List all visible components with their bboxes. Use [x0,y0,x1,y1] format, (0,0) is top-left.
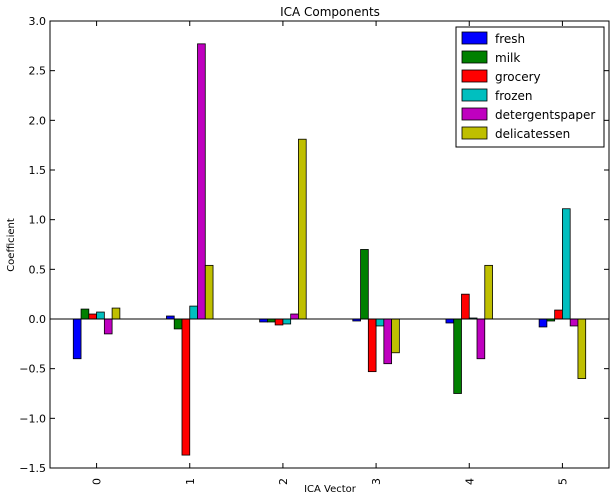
bar-delicatessen-1 [204,264,214,320]
bar-milk-3 [360,249,369,320]
chart-title: ICA Components [280,5,380,19]
bar-frozen-5 [562,208,571,320]
legend-label-milk: milk [495,51,520,65]
bar-grocery-2 [274,318,284,326]
x-tick-label: 0 [91,478,104,485]
legend-swatch-detergentspaper [461,107,488,121]
bar-detergentspaper-2 [290,313,299,320]
y-tick-label: 1.0 [29,214,47,227]
legend-label-fresh: fresh [495,32,525,46]
x-tick-label: 3 [370,478,383,485]
y-tick-label: −1.5 [19,462,46,475]
bar-detergentspaper-5 [569,318,579,327]
plot-frame [49,20,610,469]
bar-fresh-5 [538,318,548,328]
legend-swatch-grocery [461,69,488,83]
y-tick-label: 2.5 [29,65,47,78]
legend-swatch-frozen [461,88,488,102]
y-tick-label: −1.0 [19,412,46,425]
x-tick-label: 4 [463,478,476,485]
bar-detergentspaper-1 [197,43,206,320]
bar-frozen-1 [189,305,198,320]
legend-swatch-milk [461,50,488,64]
bar-milk-0 [80,308,90,320]
bar-fresh-0 [72,318,82,360]
bar-grocery-5 [554,309,563,320]
y-tick-label: 1.5 [29,164,47,177]
y-axis-label: Coefficient [6,218,17,272]
x-tick-label: 5 [556,478,569,485]
legend-label-frozen: frozen [495,89,533,103]
legend-swatch-fresh [461,31,488,45]
legend-label-grocery: grocery [495,70,541,84]
legend-label-detergentspaper: detergentspaper [495,108,595,122]
bar-delicatessen-5 [577,318,587,379]
bar-detergentspaper-0 [103,318,113,335]
bar-delicatessen-4 [484,264,493,320]
axes-group: −1.5 −1.0 −0.5 0.0 0.5 1.0 1.5 2.0 2.5 3.0 0 1 2 3 4 5 [19,15,610,485]
bar-frozen-3 [375,318,385,327]
legend-label-delicatessen: delicatessen [495,127,570,141]
bar-frozen-0 [96,311,105,320]
bar-detergentspaper-3 [383,318,393,365]
bar-grocery-0 [88,313,97,320]
legend: fresh milk grocery frozen detergentspaper del… [455,26,605,148]
bar-grocery-1 [181,318,191,456]
bar-milk-4 [453,318,462,394]
x-tick-label: 1 [184,478,197,485]
bar-frozen-2 [282,318,292,325]
y-tick-label: −0.5 [19,363,46,376]
bar-grocery-4 [461,293,470,320]
bar-delicatessen-2 [298,138,307,320]
y-tick-label: 0.0 [29,313,47,326]
y-tick-label: 2.0 [29,114,47,127]
y-tick-label: 0.5 [29,263,47,276]
x-tick-label: 2 [277,478,290,485]
legend-swatch-delicatessen [461,126,488,140]
bar-milk-1 [173,318,183,330]
y-tick-label: 3.0 [29,15,47,28]
bar-delicatessen-0 [111,307,121,320]
bar-detergentspaper-4 [476,318,486,360]
bar-fresh-4 [445,318,455,324]
x-axis-label: ICA Vector [304,484,357,495]
bar-delicatessen-3 [391,318,400,354]
bar-grocery-3 [367,318,377,373]
